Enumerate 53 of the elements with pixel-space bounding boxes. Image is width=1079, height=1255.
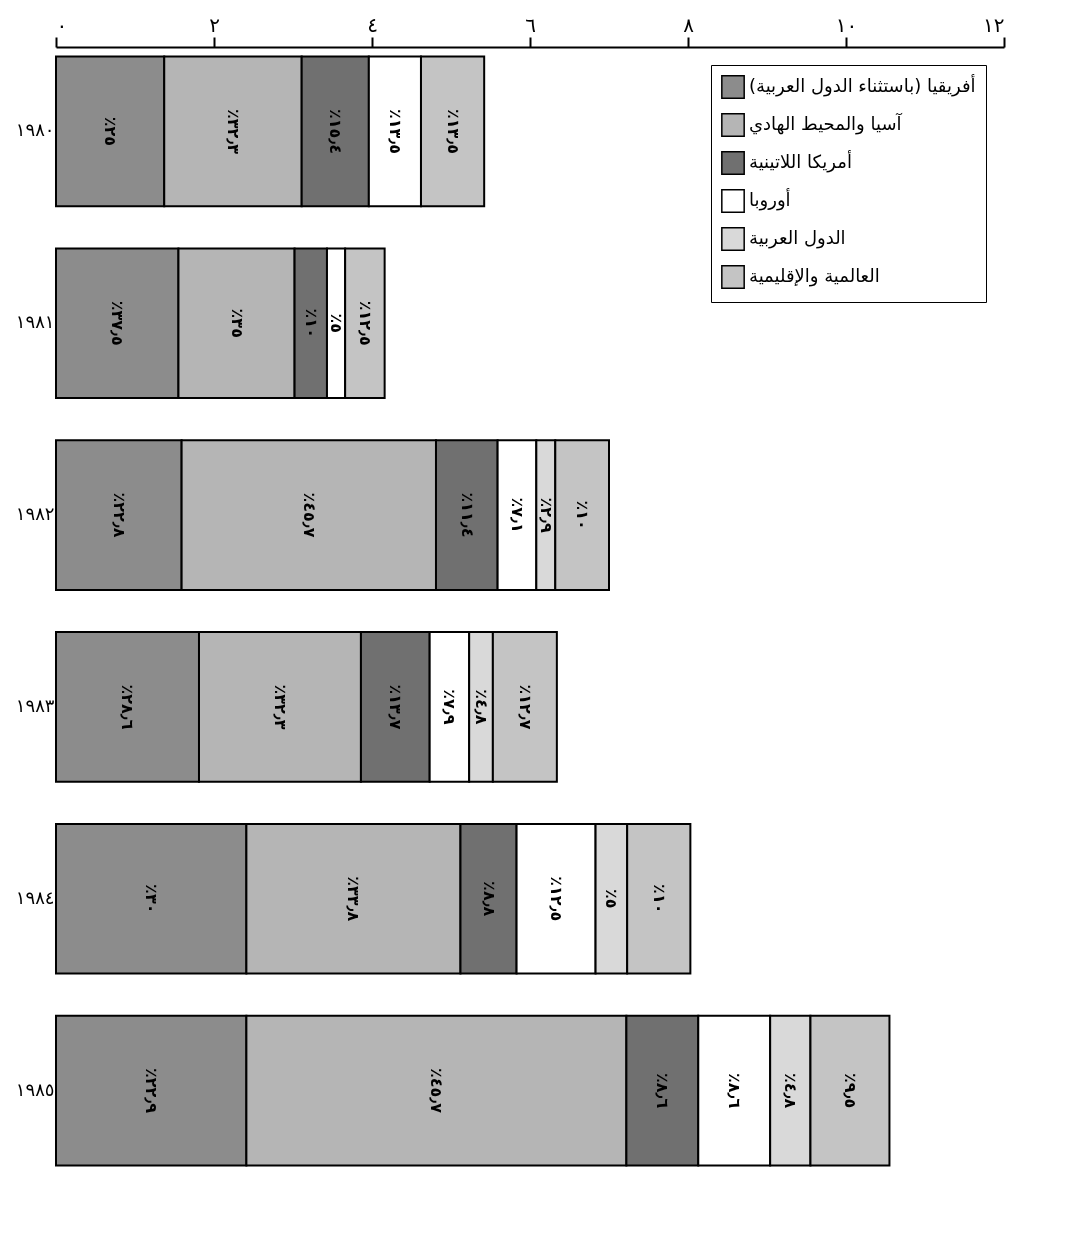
x-tick-label: ٠ (56, 12, 68, 37)
x-tick-label: ٤ (367, 12, 378, 37)
annotation: ٪٧٫١ (507, 497, 527, 533)
annotation: ٪٤٫٨ (472, 689, 492, 725)
x-tick-label: ٦ (525, 12, 536, 37)
x-tick-label: ٢ (209, 12, 220, 37)
annotation: ٪٢٥ (101, 116, 121, 147)
annotation: ٪٧٫٩ (440, 689, 460, 725)
annotation: ٪٣٢٫٣ (270, 684, 290, 730)
annotation: ٪١٠ (649, 884, 669, 914)
annotation: ٪٥ (327, 313, 347, 334)
annotation: ٪٨٫٨ (479, 881, 499, 917)
annotation: ٪١٣٫٧ (386, 684, 406, 730)
x-tick-label: ٨ (683, 12, 695, 37)
legend-label: العالمية والإقليمية (749, 265, 880, 287)
annotation: ٪١٣٫٥ (385, 108, 405, 154)
annotation: ٪١١٫٤ (457, 492, 477, 538)
y-tick-label: ١٩٨٠ (15, 119, 55, 141)
annotation: ٪٨٫٦ (725, 1072, 745, 1109)
y-tick-label: ١٩٨٥ (15, 1078, 55, 1100)
annotation: ٪٤٥٫٧ (299, 492, 319, 538)
annotation: ٪١٢٫٧ (515, 684, 535, 730)
y-tick-label: ١٩٨٣ (15, 694, 55, 716)
annotation: ٪١٠ (573, 500, 593, 530)
annotation: ٪١٣٫٥ (443, 108, 463, 154)
annotation: ٪١٠ (301, 308, 321, 338)
y-tick-label: ١٩٨٢ (15, 503, 55, 525)
legend-label: أمريكا اللاتينية (749, 150, 852, 173)
annotation: ٪١٢٫٥ (547, 876, 567, 922)
annotation: ٪٢٫٩ (536, 497, 556, 533)
annotation: ٪١٢٫٥ (355, 300, 375, 346)
legend-label: أوروبا (749, 188, 791, 211)
annotation: ٪٤٫٨ (781, 1072, 801, 1109)
annotation: ٪٢٢٫٩ (142, 1068, 162, 1114)
annotation: ٪٤٥٫٧ (427, 1068, 447, 1114)
annotation: ٪٥ (602, 888, 622, 909)
legend-label: الدول العربية (749, 227, 846, 249)
legend-label: آسيا والمحيط الهادي (749, 112, 903, 135)
legend-label: أفريقيا (باستثناء الدول العربية) (749, 74, 976, 97)
annotation: ٪٨٫٦ (653, 1072, 673, 1109)
x-tick-label: ١٠ (835, 12, 858, 37)
annotation: ٪٣٠ (142, 884, 162, 914)
annotation: ٪٣٣٫٨ (344, 876, 364, 922)
annotation: ٪٩٫٥ (840, 1072, 860, 1109)
y-tick-label: ١٩٨٤ (15, 886, 55, 908)
y-tick-label: ١٩٨١ (15, 311, 55, 333)
annotation: ٪٣٥ (227, 308, 247, 338)
annotation: ٪٢٢٫٨ (109, 492, 129, 538)
annotation: ٪٢٨٫٦ (118, 684, 138, 730)
x-tick-label: ١٢ (983, 12, 1005, 37)
annotation: ٪٣٧٫٥ (108, 300, 128, 346)
annotation: ٪١٥٫٤ (326, 108, 346, 154)
annotation: ٪٣٢٫٣ (223, 108, 243, 155)
